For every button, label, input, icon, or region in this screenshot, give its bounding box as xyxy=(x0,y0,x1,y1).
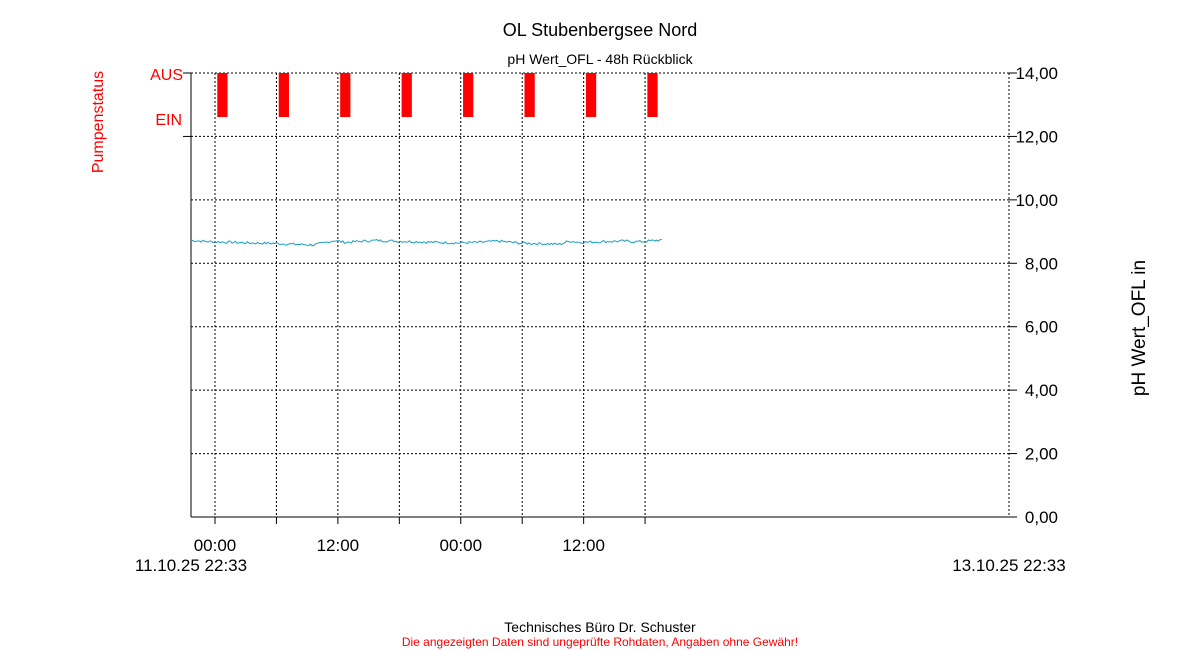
x-tick-label: 12:00 xyxy=(562,536,605,555)
y-tick-label: 12,00 xyxy=(1015,127,1058,146)
pump-bars xyxy=(217,73,658,117)
y-tick-label: 14,00 xyxy=(1015,64,1058,83)
footer-company: Technisches Büro Dr. Schuster xyxy=(504,619,696,635)
chart-title: OL Stubenbergsee Nord xyxy=(503,20,697,40)
pump-on-bar xyxy=(463,73,474,117)
pump-label-off: AUS xyxy=(150,67,183,84)
grid xyxy=(191,72,1010,517)
x-start-label: 11.10.25 22:33 xyxy=(135,556,247,575)
pump-on-bar xyxy=(278,73,289,117)
ph-series-line xyxy=(190,238,663,247)
pump-label-on: EIN xyxy=(155,112,182,129)
y-tick-label: 0,00 xyxy=(1025,508,1058,527)
pump-axis-title: Pumpenstatus xyxy=(90,71,107,173)
pump-on-bar xyxy=(585,73,597,117)
chart-subtitle: pH Wert_OFL - 48h Rückblick xyxy=(507,51,693,67)
y-tick-label: 4,00 xyxy=(1025,381,1058,400)
pump-on-bar xyxy=(340,73,351,117)
y-tick-label: 10,00 xyxy=(1015,191,1058,210)
x-tick-label: 00:00 xyxy=(439,536,482,555)
pump-on-bar xyxy=(217,73,228,117)
pump-on-bar xyxy=(401,73,412,117)
x-tick-label: 12:00 xyxy=(317,536,360,555)
y-axis-label: pH Wert_OFL in xyxy=(1129,260,1150,396)
y-ticks: 0,00 2,00 4,00 6,00 8,00 10,00 12,00 14,00 xyxy=(1015,64,1058,527)
footer-disclaimer: Die angezeigten Daten sind ungeprüfte Ro… xyxy=(402,635,798,649)
pump-on-bar xyxy=(647,73,658,117)
y-tick-label: 8,00 xyxy=(1025,254,1058,273)
y-tick-label: 2,00 xyxy=(1025,445,1058,464)
x-ticks: 00:00 12:00 00:00 12:00 xyxy=(194,536,605,555)
x-tick-label: 00:00 xyxy=(194,536,237,555)
y-tick-label: 6,00 xyxy=(1025,318,1058,337)
pump-on-bar xyxy=(524,73,535,117)
x-end-label: 13.10.25 22:33 xyxy=(952,556,1065,575)
series xyxy=(190,238,663,247)
axes xyxy=(183,72,1017,524)
